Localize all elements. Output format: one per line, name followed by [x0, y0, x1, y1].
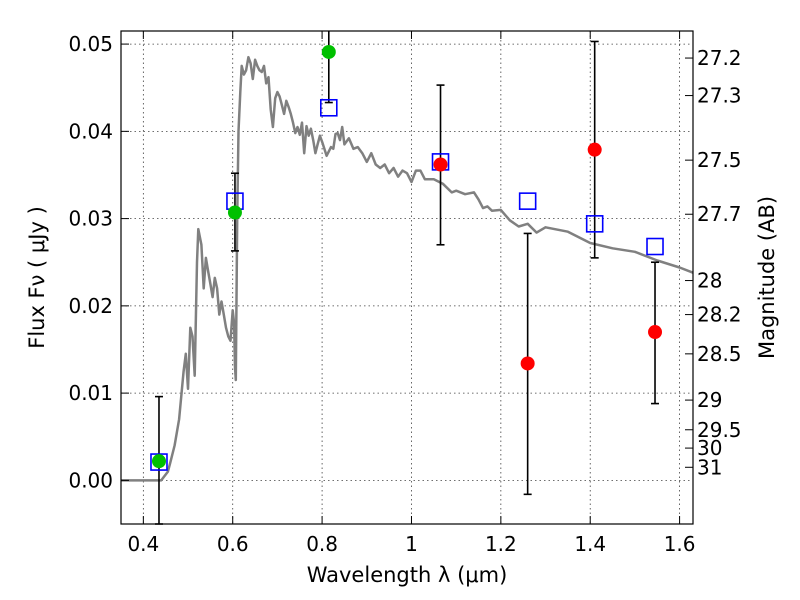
observed-point — [321, 44, 336, 59]
y-axis-label-left: Flux Fν ( μJy ) — [25, 206, 49, 349]
x-tick-label: 1.6 — [664, 532, 696, 556]
x-tick-label: 1.4 — [574, 532, 606, 556]
observed-point — [587, 142, 602, 157]
x-tick-label: 0.4 — [127, 532, 159, 556]
magnitude-tick-label: 28 — [697, 269, 722, 293]
x-tick-label: 0.8 — [306, 532, 338, 556]
model-photometry-square — [585, 215, 604, 233]
y-tick-label: 0.00 — [68, 468, 113, 492]
magnitude-tick-label: 27.5 — [697, 148, 742, 172]
plot-area — [121, 31, 694, 525]
magnitude-tick-label: 29.5 — [697, 418, 742, 442]
model-photometry-square — [319, 98, 338, 117]
observed-point — [151, 454, 166, 469]
model-photometry-square — [646, 237, 664, 256]
magnitude-tick-label: 27.3 — [697, 84, 742, 108]
magnitude-tick-label: 27.2 — [697, 46, 742, 70]
magnitude-tick-label: 28.2 — [697, 303, 742, 327]
observed-point — [227, 205, 242, 220]
magnitude-tick-label: 31 — [697, 455, 722, 479]
x-tick-label: 1 — [405, 532, 418, 556]
magnitude-tick-label: 29 — [697, 388, 722, 412]
x-axis-label: Wavelength λ (μm) — [307, 563, 508, 587]
x-tick-label: 1.2 — [485, 532, 517, 556]
y-tick-label: 0.01 — [68, 381, 113, 405]
observed-point — [433, 157, 448, 172]
spectrum-line — [121, 55, 694, 482]
y-tick-label: 0.02 — [68, 294, 113, 318]
observed-point — [520, 356, 535, 371]
magnitude-tick-label: 30 — [697, 436, 722, 460]
y-axis-label-right: Magnitude (AB) — [755, 196, 779, 359]
axes-frame — [120, 30, 694, 525]
magnitude-tick-label: 28.5 — [697, 342, 742, 366]
model-photometry-square — [518, 192, 537, 210]
observed-point — [648, 325, 663, 340]
y-tick-label: 0.03 — [68, 207, 113, 231]
grid-lines — [121, 31, 693, 524]
magnitude-tick-label: 27.7 — [697, 202, 742, 226]
model-photometry-square — [150, 453, 168, 471]
axis-ticks: 0.4 0.6 0.8 1 1.2 1.4 1.6 0.00 0.01 0.02 0.03 0.04 0… — [68, 31, 742, 556]
y-tick-label: 0.05 — [68, 32, 113, 56]
x-tick-label: 0.6 — [217, 532, 249, 556]
y-tick-label: 0.04 — [68, 119, 113, 143]
